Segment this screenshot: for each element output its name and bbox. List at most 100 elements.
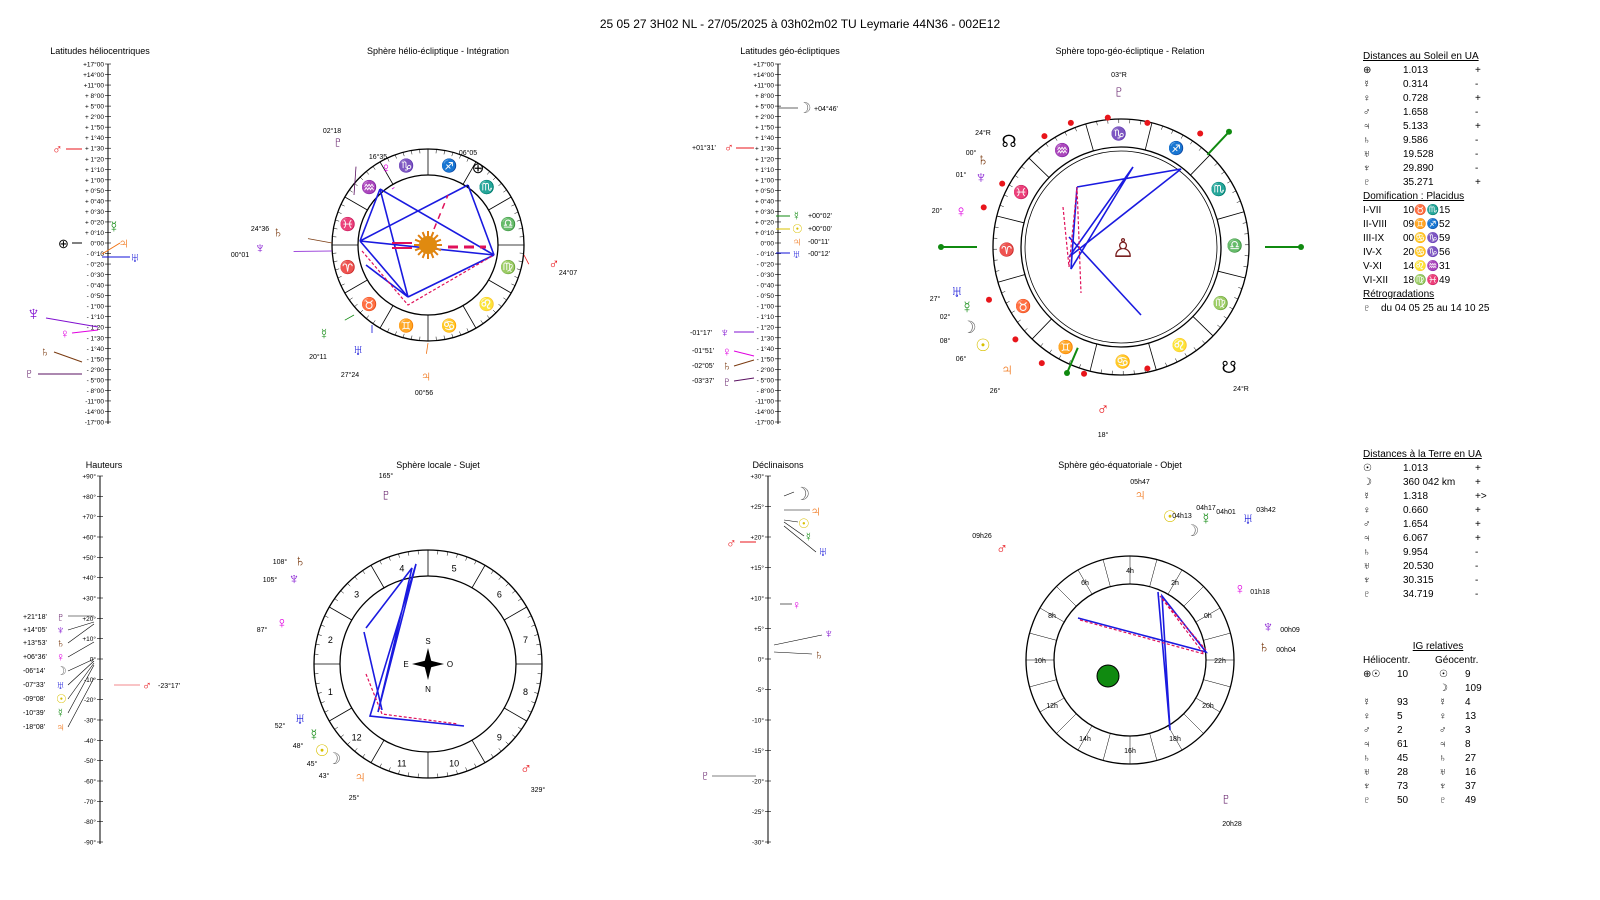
scale-tick-label: +14°00 (83, 71, 104, 79)
venus-label: 20° (932, 207, 943, 215)
svg-text:-06°14': -06°14' (23, 667, 45, 675)
uranus-glyph: ♅ (951, 282, 964, 301)
zodiac-sign-glyph: ♐ (441, 158, 457, 173)
svg-text:♄: ♄ (56, 636, 65, 650)
table-cell: 19.528 (1403, 149, 1434, 160)
domification-title: Domification : Placidus (1363, 191, 1465, 202)
moon-glyph: ☽ (1185, 523, 1199, 540)
scale-tick-label: +10° (82, 635, 96, 643)
panel-title-sphere-topo: Sphère topo-géo-écliptique - Relation (1055, 46, 1205, 56)
table-cell: 0.728 (1403, 93, 1429, 104)
scale-tick-label: - 5°00 (757, 376, 775, 384)
declinaisons-scale: +30° +25° +20° +15° +10° +5° 0° -5° -10° -15° -20°… (750, 473, 771, 847)
table-cell: ♃ (1363, 533, 1371, 544)
svg-text:☿: ☿ (56, 706, 65, 720)
house-number: 8 (523, 687, 528, 697)
moon-glyph: ☽ (961, 318, 976, 337)
svg-text:♂: ♂ (142, 678, 152, 693)
scale-tick-label: + 8°00 (755, 92, 774, 100)
table-row: ♃ 6.067 + (1363, 532, 1563, 546)
table-row: ♄ 45 ♄ 27 (1363, 752, 1513, 766)
scale-tick-label: +15° (750, 564, 764, 572)
jupiter-glyph: ♃ (354, 769, 366, 786)
svg-text:☉: ☉ (792, 222, 803, 236)
scale-tick-label: + 1°20 (755, 155, 774, 163)
scale-tick-label: - 0°40 (87, 282, 105, 290)
scale-tick-label: +25° (750, 503, 764, 511)
hour-label: 8h (1048, 613, 1056, 620)
zodiac-sign-glyph: ♌ (479, 297, 495, 312)
scale-tick-label: +17°00 (753, 61, 774, 69)
mercury-label: 02° (940, 313, 951, 321)
neptune-glyph: ♆ (26, 303, 41, 325)
table-cell: 9 (1465, 669, 1471, 680)
saturn-label: 24°36 (251, 225, 269, 233)
zodiac-sign-glyph: ♎ (500, 217, 516, 232)
local-sphere-wheel: 1 12 11 10 9 8 7 6 5 4 3 2 S E O N ♇ 165° ♄ 108°♆ 105° ♀ 87° ♅ 5… (257, 472, 546, 802)
neptune-glyph: ♆ (1262, 619, 1274, 636)
scale-tick-label: - 1°00 (757, 303, 775, 311)
svg-text:-03°37': -03°37' (692, 377, 714, 385)
scale-tick-label: -10° (84, 676, 96, 684)
scale-tick-label: + 1°40 (755, 134, 774, 142)
pluto-glyph: ♇ (24, 365, 35, 381)
hour-label: 6h (1081, 580, 1089, 587)
table-cell: - (1475, 135, 1479, 146)
svg-text:-23°17': -23°17' (158, 682, 180, 690)
table-cell: 49 (1465, 795, 1477, 806)
table-cell: ♂ (1439, 725, 1447, 736)
scale-tick-label: - 2°00 (757, 366, 775, 374)
scale-tick-label: -11°00 (85, 397, 104, 405)
scale-tick-label: -10° (752, 717, 764, 725)
scale-tick-label: -14°00 (755, 408, 775, 416)
table-cell: 1.658 (1403, 107, 1429, 118)
zodiac-sign-glyph: ♈ (340, 259, 356, 274)
table-cell: 4 (1465, 697, 1471, 708)
table-cell: - (1475, 149, 1479, 160)
table-cell: 14♌♒31 (1403, 261, 1451, 272)
panel-title-sphere-locale: Sphère locale - Sujet (396, 460, 480, 470)
table-cell: ♆ (1363, 575, 1371, 586)
scale-tick-label: -30° (84, 717, 96, 725)
scale-tick-label: - 0°50 (757, 292, 775, 300)
zodiac-sign-glyph: ♏ (1211, 181, 1227, 196)
scale-tick-label: -40° (84, 737, 96, 745)
lat-geo-scale: +17°00 +14°00 +11°00 + 8°00 + 5°00 + 2°00 + 1°… (753, 61, 781, 427)
hour-label: 12h (1046, 703, 1058, 710)
table-cell: 0.314 (1403, 79, 1429, 90)
table-cell: + (1475, 463, 1481, 474)
sun-glyph: ☉ (315, 743, 329, 760)
table-cell: III-IX (1363, 233, 1385, 244)
lat-helio-scale: +17°00 +14°00 +11°00 + 8°00 + 5°00 + 2°00 + 1°… (83, 61, 111, 427)
table-cell: ☿ (1363, 79, 1371, 90)
node-glyph: ☊ (1001, 132, 1016, 151)
mars-label: 09h26 (972, 533, 992, 540)
table-cell: 9.586 (1403, 135, 1429, 146)
scale-tick-label: + 5°00 (85, 103, 104, 111)
scale-tick-label: 0°00 (91, 240, 105, 248)
scale-tick-label: - 5°00 (87, 376, 105, 384)
scale-tick-label: + 1°20 (85, 155, 104, 163)
table-cell: 2 (1397, 725, 1403, 736)
table-cell: +> (1475, 491, 1487, 502)
svg-text:+13°53': +13°53' (23, 639, 47, 647)
mars-glyph: ♂ (996, 541, 1008, 558)
table-cell: 45 (1397, 753, 1409, 764)
scale-tick-label: + 1°00 (85, 176, 104, 184)
table-cell: IV-X (1363, 247, 1382, 258)
compass-n-label: N (425, 685, 431, 694)
svg-text:+04°46': +04°46' (814, 105, 838, 113)
scale-tick-label: - 0°20 (87, 261, 105, 269)
table-cell: ♃ (1363, 121, 1371, 132)
compass-e-label: E (403, 660, 408, 669)
table-cell: ♂ (1363, 725, 1371, 736)
table-row: ☿ 0.314 - (1363, 78, 1563, 92)
scale-tick-label: +20° (82, 615, 96, 623)
mercury-marker: ☿ +00°02' (776, 209, 832, 223)
house-number: 11 (397, 759, 406, 769)
jupiter-label: 25° (349, 794, 360, 802)
neptune-glyph: ♆ (288, 571, 300, 588)
zodiac-sign-glyph: ♐ (1168, 140, 1184, 155)
scale-tick-label: - 8°00 (87, 387, 105, 395)
pluto-label: 165° (379, 472, 394, 480)
